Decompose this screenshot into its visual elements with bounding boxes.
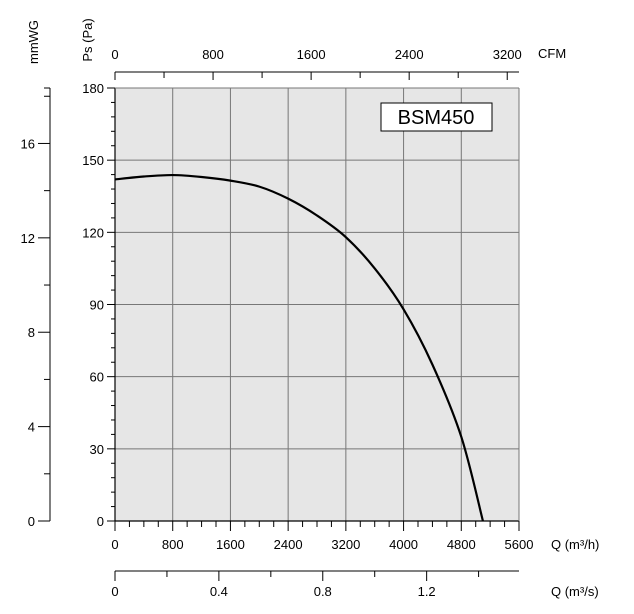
m3s-tick-label: 0 (111, 584, 118, 599)
grid (115, 88, 519, 521)
pa-tick-label: 90 (90, 298, 104, 313)
m3h-tick-label: 0 (111, 537, 118, 552)
pa-tick-label: 0 (97, 514, 104, 529)
chart-title: BSM450 (398, 107, 475, 129)
m3h-tick-label: 5600 (505, 537, 534, 552)
pa-tick-label: 150 (82, 153, 104, 168)
mmwg-tick-label: 16 (21, 136, 35, 151)
m3h-tick-label: 3200 (331, 537, 360, 552)
pa-tick-label: 180 (82, 81, 104, 96)
title-box (380, 102, 493, 132)
m3s-tick-label: 1.2 (418, 584, 436, 599)
axes: 0 30 60 90 120 150 180 0 4 8 12 16 0 800 1600 2400 3200 0… (21, 47, 534, 599)
curves (114, 173, 484, 522)
cfm-tick-label: 1600 (297, 47, 326, 62)
m3s-axis-label: Q (m³/s) (551, 584, 599, 599)
pa-axis-label: Ps (Pa) (80, 18, 95, 61)
mmwg-tick-label: 8 (28, 325, 35, 340)
mmwg-tick-label: 12 (21, 231, 35, 246)
pa-tick-label: 120 (82, 225, 104, 240)
cfm-tick-label: 0 (111, 47, 118, 62)
cfm-tick-label: 800 (202, 47, 224, 62)
m3h-tick-label: 2400 (274, 537, 303, 552)
m3s-tick-label: 0.4 (210, 584, 228, 599)
m3h-tick-label: 800 (162, 537, 184, 552)
mmwg-axis-label: mmWG (26, 20, 41, 64)
m3h-tick-label: 1600 (216, 537, 245, 552)
m3h-axis-label: Q (m³/h) (551, 537, 599, 552)
m3h-tick-label: 4000 (389, 537, 418, 552)
mmwg-tick-label: 0 (28, 514, 35, 529)
pa-tick-label: 30 (90, 442, 104, 457)
mmwg-tick-label: 4 (28, 420, 35, 435)
m3h-tick-label: 4800 (447, 537, 476, 552)
cfm-tick-label: 2400 (395, 47, 424, 62)
performance-curve (114, 173, 484, 522)
cfm-axis-label: CFM (538, 46, 566, 61)
cfm-tick-label: 3200 (493, 47, 522, 62)
pa-tick-label: 60 (90, 370, 104, 385)
m3s-tick-label: 0.8 (314, 584, 332, 599)
